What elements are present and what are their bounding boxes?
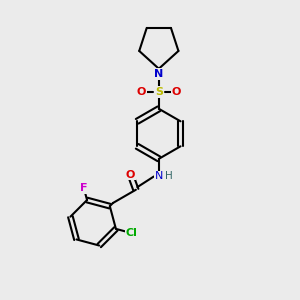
Text: S: S xyxy=(155,87,163,97)
Text: O: O xyxy=(136,87,146,97)
Text: O: O xyxy=(126,169,135,179)
Text: O: O xyxy=(172,87,181,97)
Text: N: N xyxy=(154,172,163,182)
Text: F: F xyxy=(80,183,88,193)
Text: N: N xyxy=(154,69,164,79)
Text: H: H xyxy=(165,172,173,182)
Text: Cl: Cl xyxy=(126,228,137,238)
